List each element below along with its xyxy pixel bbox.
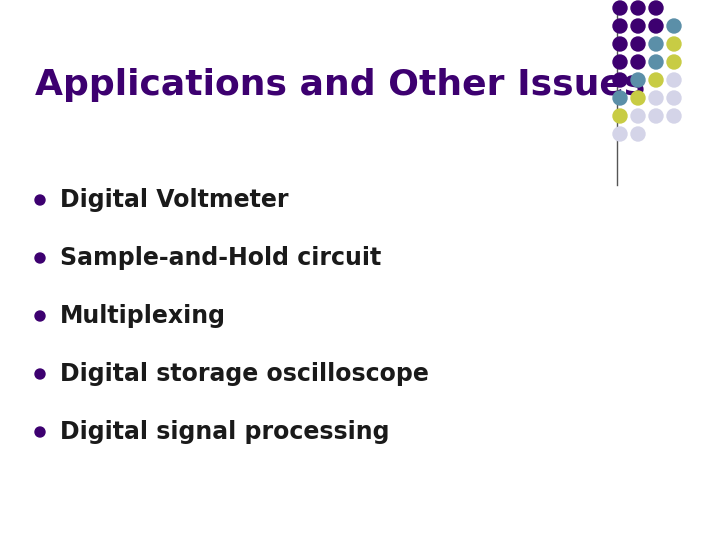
Circle shape <box>649 73 663 87</box>
Circle shape <box>667 73 681 87</box>
Circle shape <box>35 427 45 437</box>
Circle shape <box>631 19 645 33</box>
Text: Digital signal processing: Digital signal processing <box>60 420 390 444</box>
Circle shape <box>613 109 627 123</box>
Circle shape <box>649 109 663 123</box>
Circle shape <box>613 127 627 141</box>
Circle shape <box>631 73 645 87</box>
Circle shape <box>649 1 663 15</box>
Circle shape <box>649 37 663 51</box>
Circle shape <box>667 19 681 33</box>
Text: Sample-and-Hold circuit: Sample-and-Hold circuit <box>60 246 382 270</box>
Circle shape <box>613 73 627 87</box>
Circle shape <box>35 369 45 379</box>
Text: Multiplexing: Multiplexing <box>60 304 226 328</box>
Circle shape <box>613 19 627 33</box>
Circle shape <box>667 91 681 105</box>
Circle shape <box>649 91 663 105</box>
Text: Applications and Other Issues: Applications and Other Issues <box>35 68 645 102</box>
Circle shape <box>613 1 627 15</box>
Text: Digital storage oscilloscope: Digital storage oscilloscope <box>60 362 429 386</box>
Circle shape <box>649 55 663 69</box>
Text: Digital Voltmeter: Digital Voltmeter <box>60 188 289 212</box>
Circle shape <box>35 195 45 205</box>
Circle shape <box>613 37 627 51</box>
Circle shape <box>35 253 45 263</box>
Circle shape <box>613 91 627 105</box>
Circle shape <box>631 37 645 51</box>
Circle shape <box>649 19 663 33</box>
Circle shape <box>667 37 681 51</box>
Circle shape <box>667 55 681 69</box>
Circle shape <box>631 109 645 123</box>
Circle shape <box>631 91 645 105</box>
Circle shape <box>667 109 681 123</box>
Circle shape <box>631 1 645 15</box>
Circle shape <box>631 127 645 141</box>
Circle shape <box>613 55 627 69</box>
Circle shape <box>631 55 645 69</box>
Circle shape <box>35 311 45 321</box>
